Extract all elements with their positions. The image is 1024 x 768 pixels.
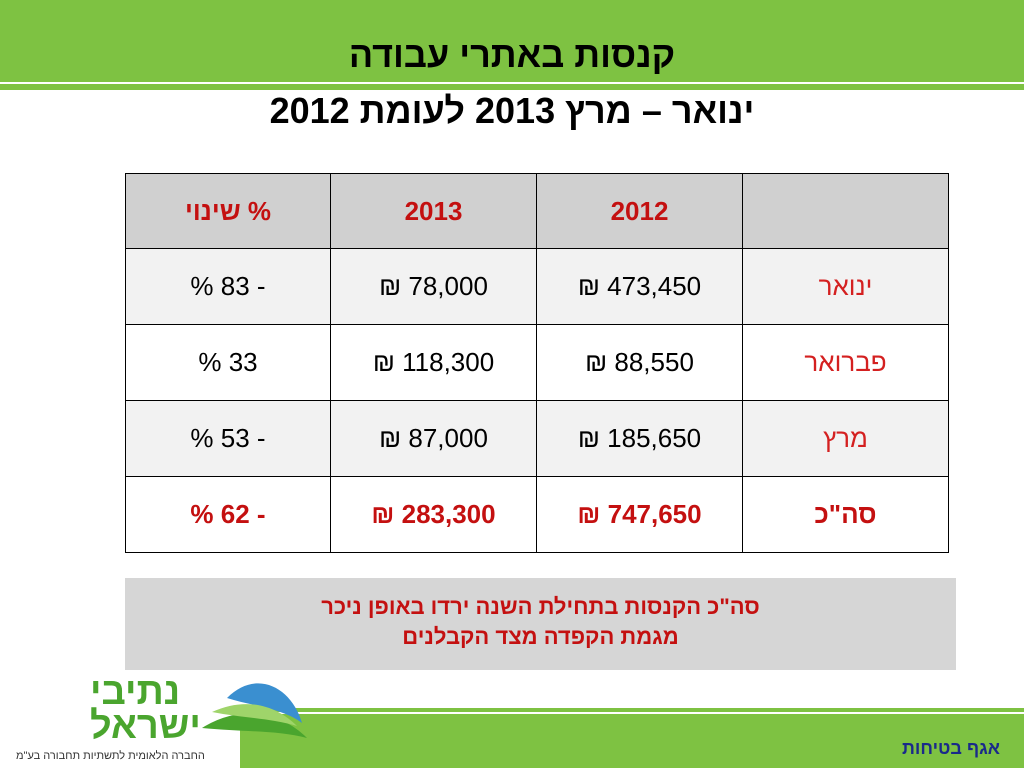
road-swoosh-icon	[202, 683, 307, 738]
change-cell: - 53 %	[125, 400, 331, 477]
table-header-row: 2012 2013 % שינוי	[125, 173, 949, 249]
slide-title: קנסות באתרי עבודה	[348, 34, 676, 75]
change-cell: - 83 %	[125, 248, 331, 325]
table-total-row: סה"כ 747,650 ₪ 283,300 ₪ - 62 %	[125, 476, 949, 553]
change-cell: 33 %	[125, 324, 331, 401]
bottom-green-stripe	[240, 708, 1024, 712]
value-2013-cell: 87,000 ₪	[330, 400, 537, 477]
summary-note: סה"כ הקנסות בתחילת השנה ירדו באופן ניכר …	[125, 578, 956, 670]
top-green-bar	[0, 0, 1024, 30]
header-cell-2012: 2012	[536, 173, 743, 249]
header-cell-2013: 2013	[330, 173, 537, 249]
footer-department: אגף בטיחות	[902, 738, 1000, 758]
top-green-stripe	[0, 84, 1024, 90]
logo-tagline: החברה הלאומית לתשתיות תחבורה בע"מ	[16, 750, 205, 762]
table-row: ינואר 473,450 ₪ 78,000 ₪ - 83 %	[125, 248, 949, 325]
value-2012-cell: 88,550 ₪	[536, 324, 743, 401]
total-2012-cell: 747,650 ₪	[536, 476, 743, 553]
summary-note-line1: סה"כ הקנסות בתחילת השנה ירדו באופן ניכר	[321, 594, 760, 619]
slide-subtitle: ינואר – מרץ 2013 לעומת 2012	[269, 90, 755, 131]
summary-note-line2: מגמת הקפדה מצד הקבלנים	[402, 624, 679, 649]
table-row: פברואר 88,550 ₪ 118,300 ₪ 33 %	[125, 324, 949, 401]
header-cell-month	[742, 173, 949, 249]
value-2012-cell: 473,450 ₪	[536, 248, 743, 325]
logo-name-line1: נתיבי	[90, 671, 181, 713]
value-2013-cell: 78,000 ₪	[330, 248, 537, 325]
total-label-cell: סה"כ	[742, 476, 949, 553]
month-cell: ינואר	[742, 248, 949, 325]
table-row: מרץ 185,650 ₪ 87,000 ₪ - 53 %	[125, 400, 949, 477]
month-cell: מרץ	[742, 400, 949, 477]
logo-name-line2: ישראל	[90, 705, 201, 747]
total-2013-cell: 283,300 ₪	[330, 476, 537, 553]
value-2012-cell: 185,650 ₪	[536, 400, 743, 477]
total-change-cell: - 62 %	[125, 476, 331, 553]
fines-table: 2012 2013 % שינוי ינואר 473,450 ₪ 78,000…	[125, 173, 949, 553]
month-cell: פברואר	[742, 324, 949, 401]
header-cell-change: % שינוי	[125, 173, 331, 249]
value-2013-cell: 118,300 ₪	[330, 324, 537, 401]
bottom-green-band	[240, 714, 1024, 768]
netivei-israel-logo: נתיבי ישראל החברה הלאומית לתשתיות תחבורה…	[12, 668, 312, 768]
